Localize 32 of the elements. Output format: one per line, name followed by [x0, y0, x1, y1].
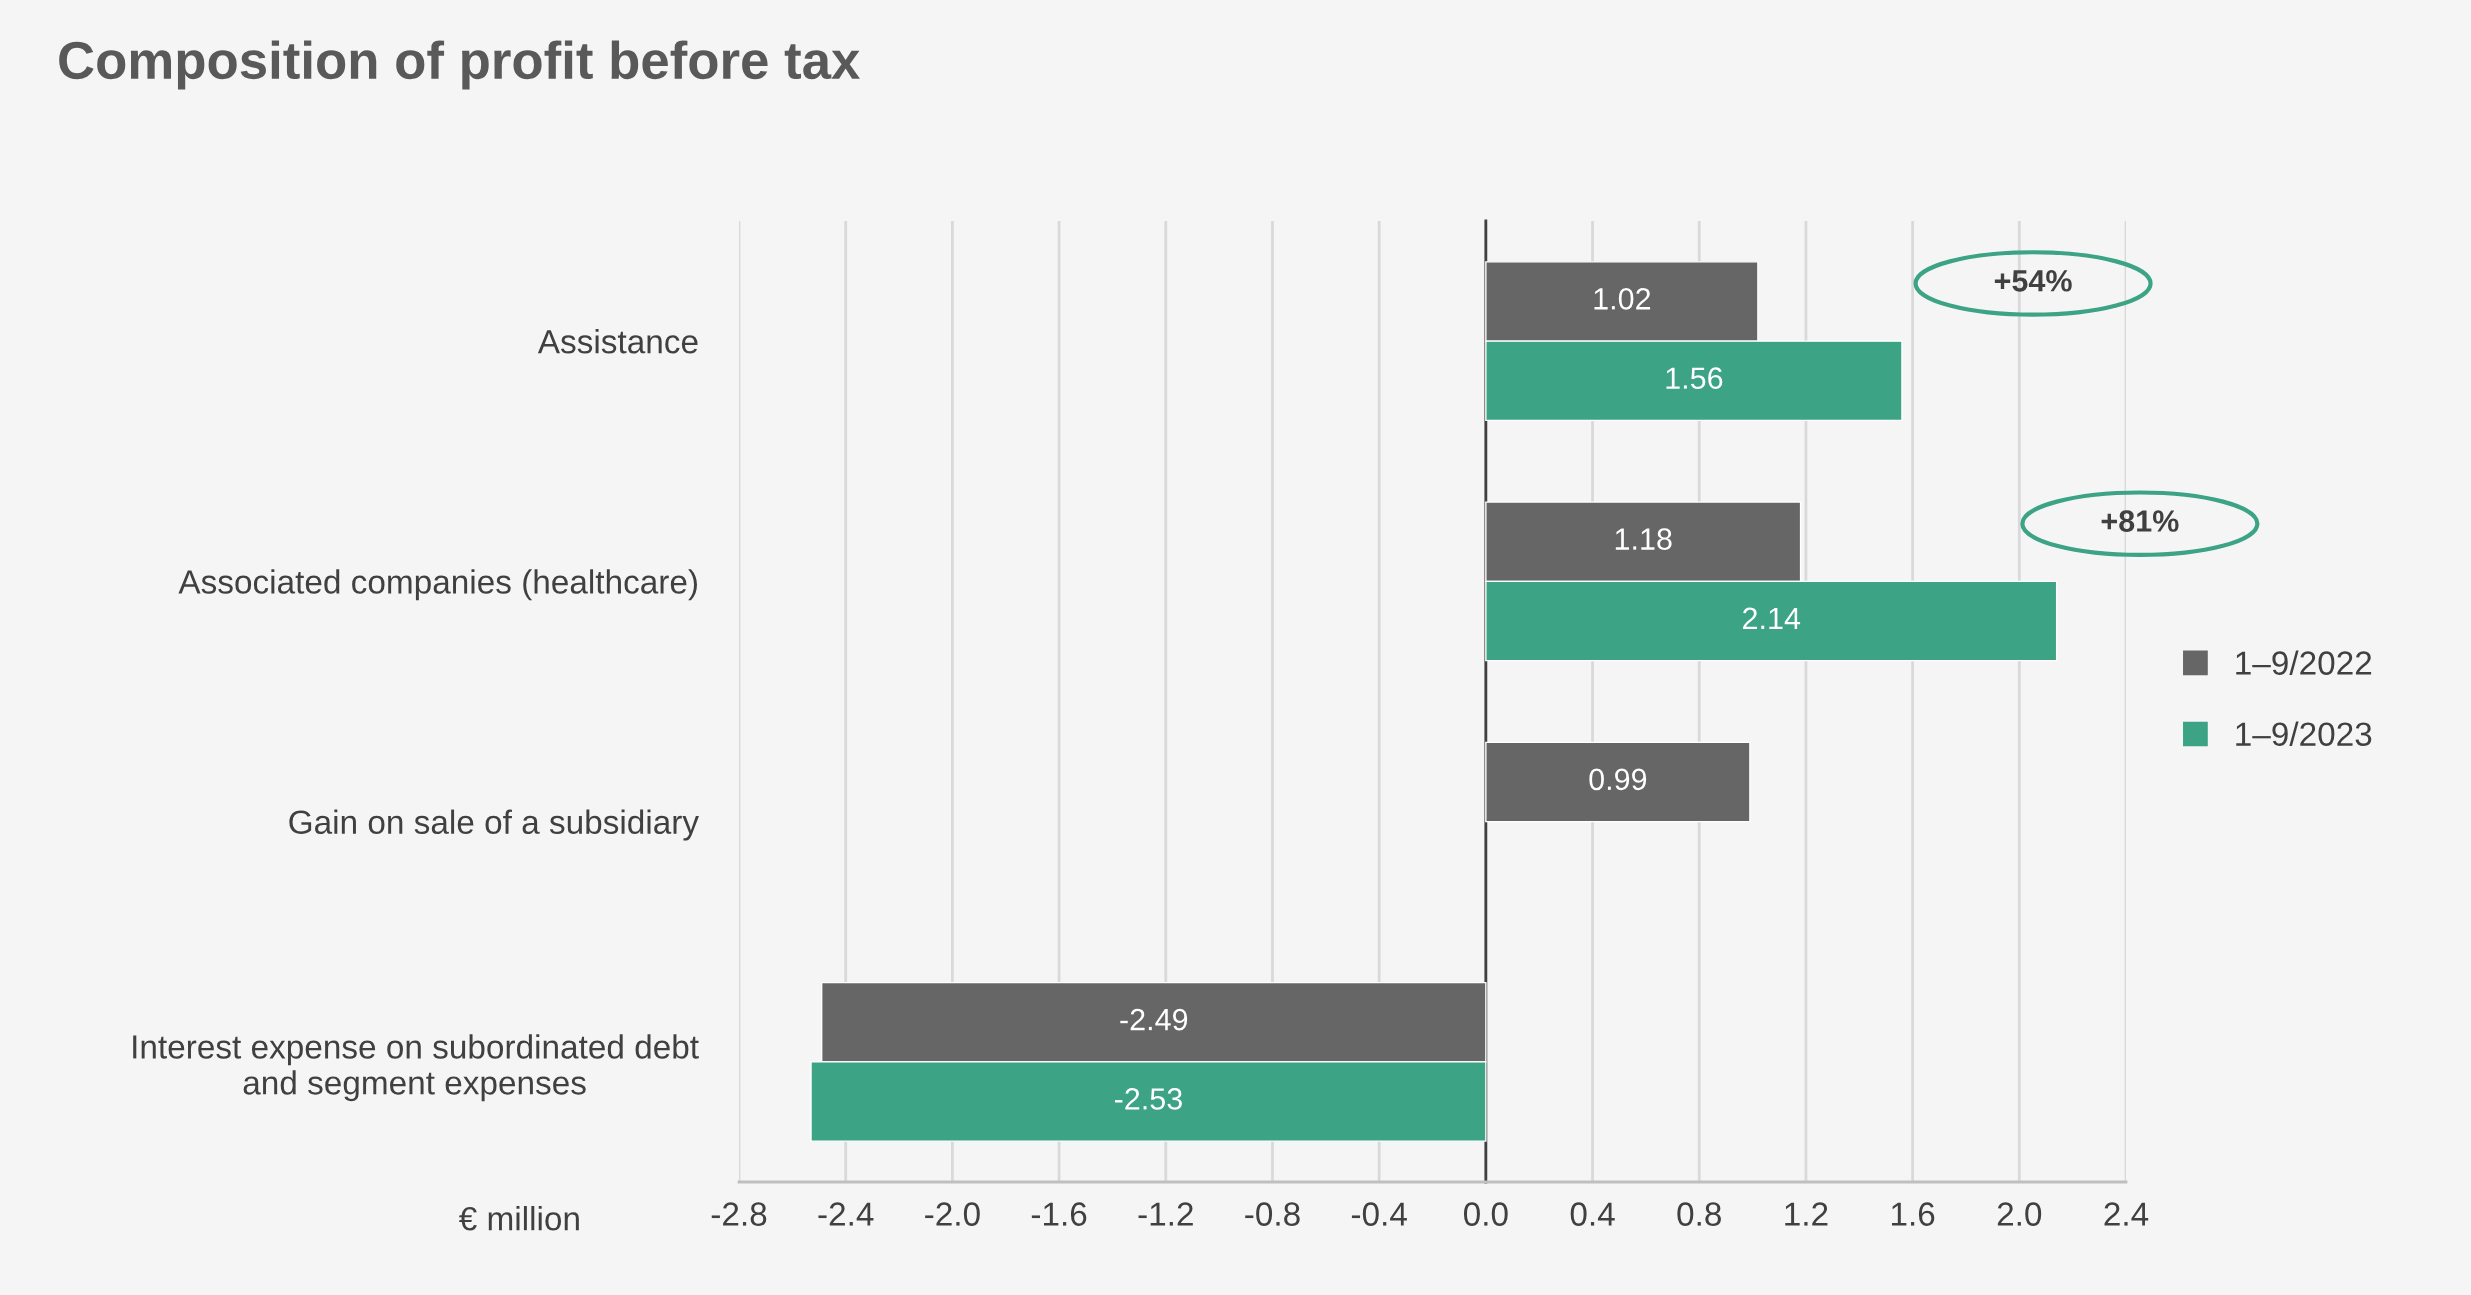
x-tick-label: -0.8 [1245, 1202, 1300, 1226]
data-label: 1.18 [1615, 528, 1672, 550]
x-tick-label: 0.4 [1570, 1202, 1615, 1226]
annotation: +54% [1994, 270, 2072, 292]
y-tick-label: Interest expense on subordinated debt and segment expenses [133, 1034, 699, 1102]
data-label: -2.49 [1120, 1008, 1188, 1031]
legend-label: 1–9/2022 [2236, 650, 2372, 675]
x-tick-label: -1.6 [1031, 1202, 1087, 1226]
x-tick-label: -2.4 [818, 1202, 874, 1226]
x-tick-label: 0.0 [1463, 1202, 1508, 1226]
x-tick-label: -2.0 [925, 1202, 980, 1226]
annotation: +81% [2101, 510, 2179, 532]
data-label: 0.99 [1589, 768, 1647, 791]
x-tick-label: 2.0 [1997, 1202, 2042, 1226]
y-tick-label: Gain on sale of a subsidiary [289, 809, 699, 841]
x-tick-label: -1.2 [1138, 1202, 1193, 1226]
x-tick-label: -2.8 [711, 1202, 767, 1226]
data-label: -2.53 [1114, 1088, 1182, 1110]
bar [1485, 741, 1751, 823]
y-tick-label: Associated companies (healthcare) [178, 569, 697, 601]
x-tick-label: 2.4 [2104, 1202, 2149, 1226]
chart-title: Composition of profit before tax [59, 40, 860, 90]
x-tick-label: 1.2 [1785, 1202, 1828, 1226]
x-tick-label: 0.8 [1677, 1202, 1721, 1226]
y-tick-label: Assistance [537, 329, 698, 354]
x-tick-label: 1.6 [1891, 1202, 1935, 1226]
data-label: 2.14 [1743, 607, 1801, 629]
data-label: 1.56 [1666, 367, 1723, 389]
x-tick-label: -0.4 [1351, 1202, 1407, 1226]
legend-label: 1–9/2023 [2236, 721, 2372, 746]
x-axis-title: € million [458, 1206, 579, 1231]
data-label: 1.02 [1594, 288, 1651, 310]
